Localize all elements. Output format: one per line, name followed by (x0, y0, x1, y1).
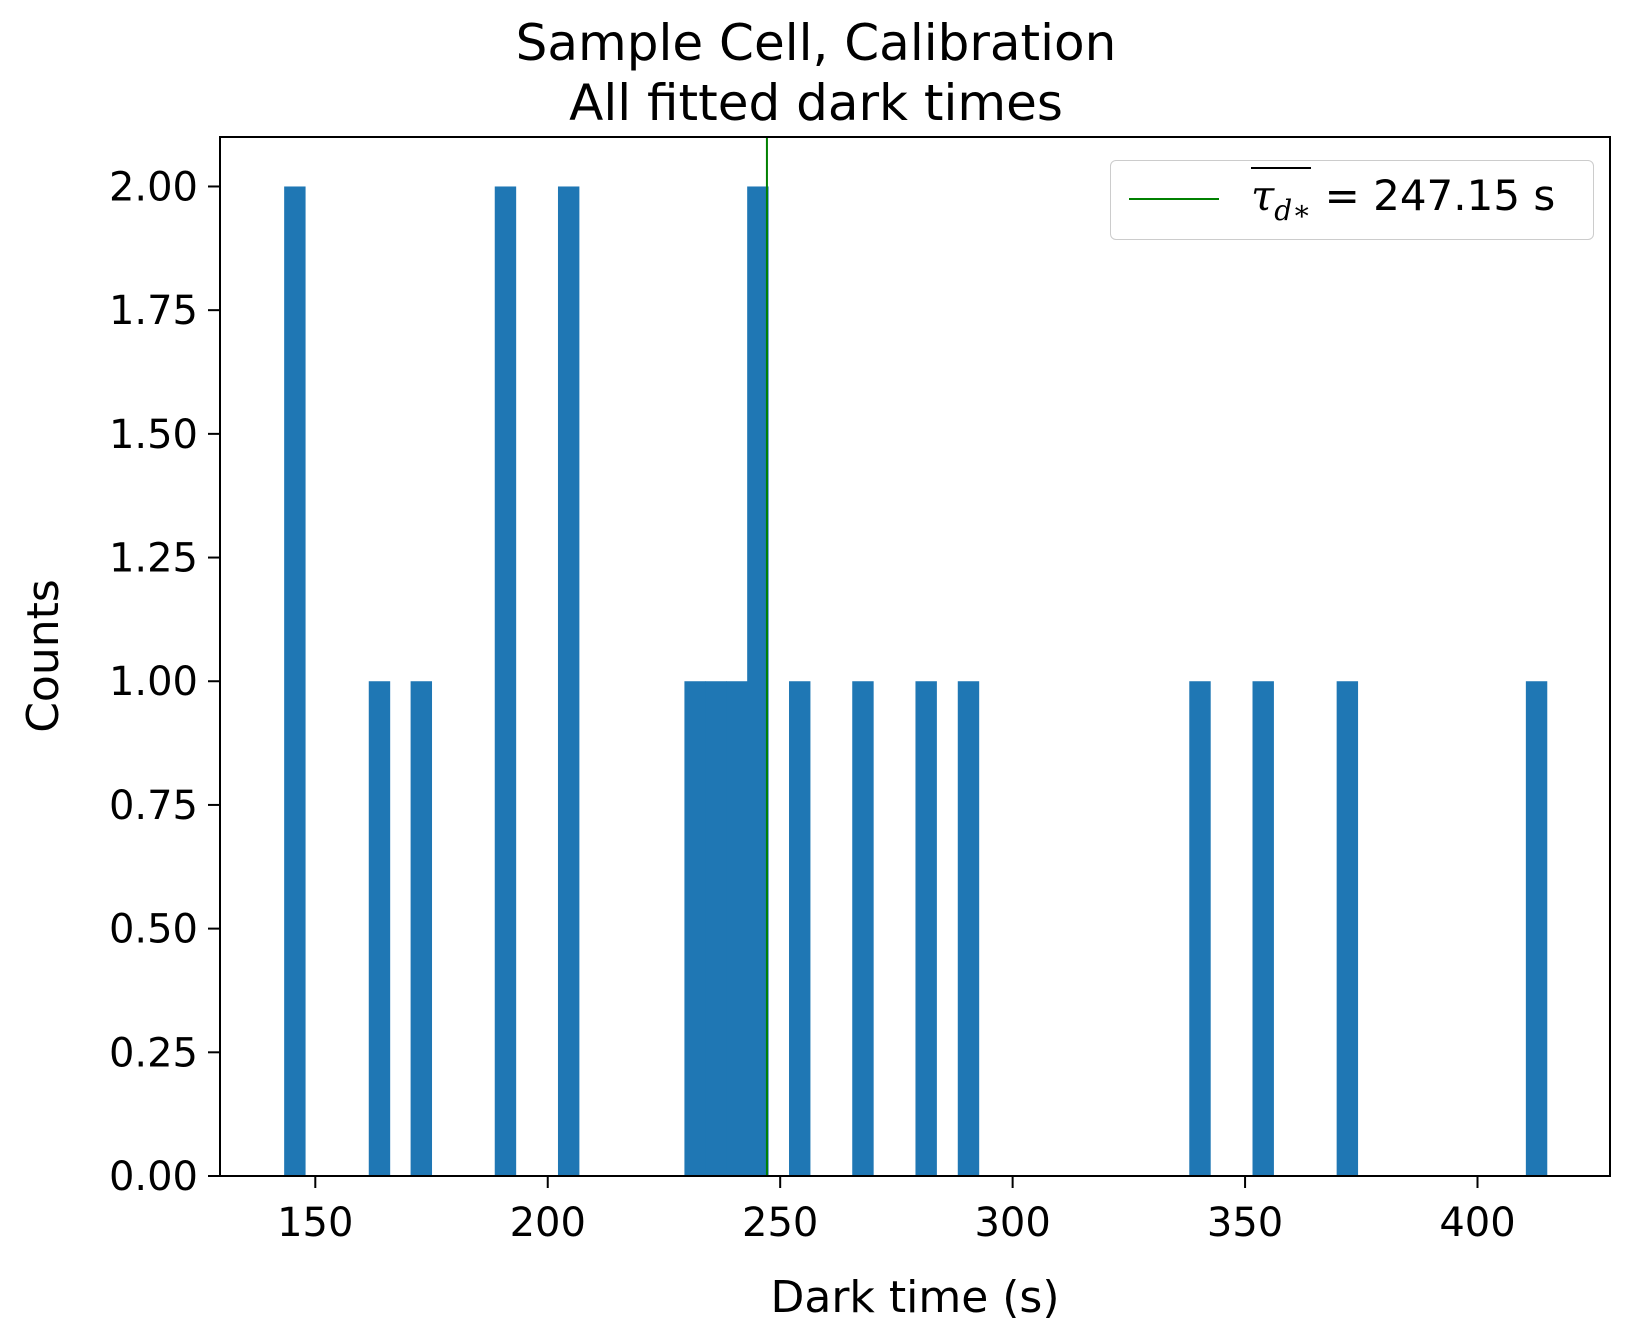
y-tick-label: 0.50 (109, 907, 198, 953)
histogram-bar (557, 186, 580, 1176)
histogram-bar (726, 681, 748, 1176)
x-tick-label: 200 (510, 1200, 586, 1246)
y-tick-label: 0.75 (109, 783, 198, 829)
legend: τd∗ = 247.15 s (1110, 160, 1594, 240)
legend-label: τd∗ = 247.15 s (1251, 167, 1556, 227)
y-tick-label: 1.25 (109, 536, 198, 582)
histogram-bar (1525, 681, 1548, 1176)
x-tick-label: 150 (277, 1200, 353, 1246)
histogram-bar (1189, 681, 1211, 1176)
histogram-bar (705, 681, 727, 1176)
legend-value: = 247.15 s (1311, 171, 1556, 220)
histogram-bar (747, 186, 769, 1176)
histogram-bar (410, 681, 433, 1176)
y-tick-label: 1.50 (109, 412, 198, 458)
x-axis-label: Dark time (s) (770, 1272, 1059, 1323)
histogram-bar (789, 681, 811, 1176)
histogram-bar (284, 186, 306, 1176)
y-tick-label: 1.75 (109, 288, 198, 334)
y-tick-label: 2.00 (109, 164, 198, 210)
histogram-bar (1336, 681, 1359, 1176)
y-axis-label: Counts (18, 579, 69, 733)
x-tick-label: 400 (1439, 1200, 1515, 1246)
chart-subtitle: All fitted dark times (569, 74, 1063, 132)
y-tick-label: 1.00 (109, 659, 198, 705)
x-tick-label: 350 (1207, 1200, 1283, 1246)
y-tick-label: 0.25 (109, 1030, 198, 1076)
x-axis-ticks: 150 200 250 300 350 400 (277, 1176, 1516, 1246)
x-tick-label: 250 (742, 1200, 818, 1246)
histogram-bar (957, 681, 980, 1176)
histogram-bar (368, 681, 391, 1176)
legend-tau-symbol: τ (1251, 171, 1275, 220)
bars-group (284, 186, 1548, 1176)
histogram-bar (494, 186, 517, 1176)
histogram-bar (915, 681, 937, 1176)
histogram-bar (1252, 681, 1274, 1176)
chart-title: Sample Cell, Calibration (515, 14, 1117, 72)
y-axis-ticks: 0.00 0.25 0.50 0.75 1.00 1.25 1.50 1.75 2.00 (109, 164, 220, 1200)
plot-frame (219, 136, 1611, 1177)
histogram-bar (684, 681, 706, 1176)
legend-mean-line-swatch (1129, 198, 1219, 200)
legend-subscript: d∗ (1274, 194, 1312, 227)
x-tick-label: 300 (974, 1200, 1050, 1246)
histogram-bar (852, 681, 874, 1176)
y-tick-label: 0.00 (109, 1154, 198, 1200)
